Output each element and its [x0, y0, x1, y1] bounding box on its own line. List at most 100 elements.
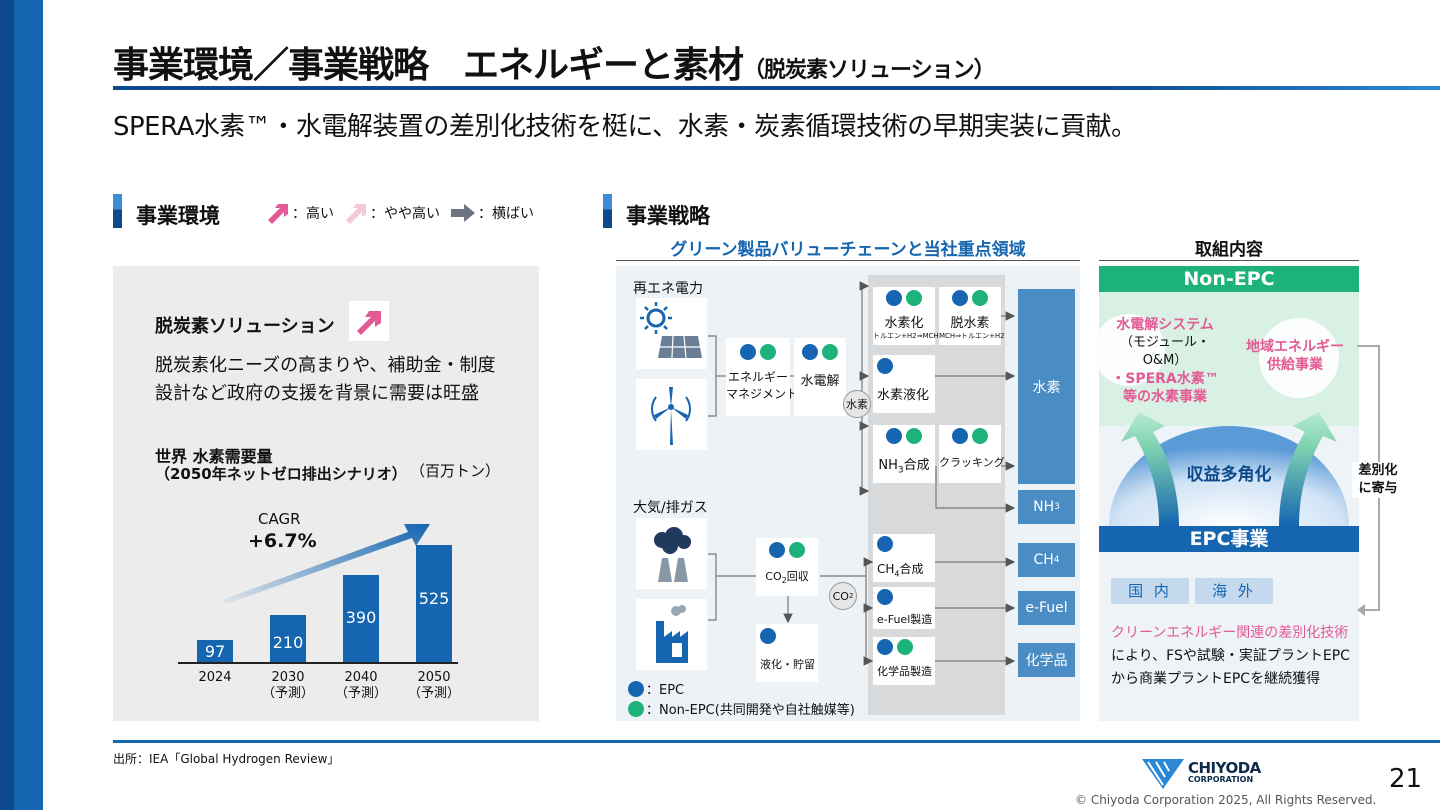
liquefy-store-box: 液化・貯留	[756, 624, 818, 682]
non-epc-item-electrolysis: 水電解システム （モジュール・O&M） ・SPERA水素™ 等の水素事業	[1111, 317, 1219, 405]
x-tick-label: 2050 （予測）	[407, 670, 460, 701]
non-epc-dot	[789, 542, 806, 558]
smokestack-icon	[654, 527, 691, 582]
non-epc-dot	[760, 344, 777, 360]
epc-dot	[951, 290, 968, 306]
env-heading: 事業環境	[136, 204, 220, 228]
non-epc-dot	[906, 428, 923, 444]
env-card	[113, 266, 539, 721]
factory-box	[636, 599, 707, 670]
x-tick-label: 2030 （予測）	[261, 670, 314, 701]
page-title: 事業環境／事業戦略 エネルギーと素材（脱炭素ソリューション）	[113, 36, 996, 88]
strategy-heading-bar	[603, 194, 612, 228]
h2-liquefaction-box: 水素液化	[873, 355, 935, 413]
chart-title: 世界 水素需要量	[155, 447, 273, 466]
bar-2024: 97	[197, 640, 233, 662]
non-epc-dot	[897, 639, 914, 655]
bar-2030: 210	[270, 615, 306, 662]
non-epc-item-regional-energy: 地域エネルギー 供給事業	[1246, 339, 1344, 373]
tag-domestic: 国 内	[1111, 578, 1189, 604]
energy-management-box: エネルギー マネジメント	[726, 338, 798, 416]
differentiation-contribution: 差別化 に寄与	[1352, 462, 1404, 498]
bar-2050: 525	[416, 545, 452, 662]
company-logo: CHIYODA CORPORATION	[1142, 759, 1261, 789]
env-heading-bar	[113, 194, 122, 228]
hydrogen-node: 水素	[843, 390, 871, 418]
legend-non-epc: ：Non-EPC(共同開発や自社触媒等)	[628, 699, 855, 718]
bar-value-label: 97	[204, 642, 226, 661]
tag-overseas: 海 外	[1195, 578, 1273, 604]
epc-dot	[877, 639, 893, 655]
bar-value-label: 210	[272, 633, 304, 652]
torikumi-rule	[1099, 260, 1359, 261]
ch4-synthesis-box: CH4合成	[873, 534, 935, 582]
arrow-mid-icon	[346, 204, 366, 224]
solar-panel-box	[636, 298, 707, 369]
product-chemicals: 化学品	[1018, 643, 1075, 677]
product-hydrogen: 水素	[1018, 289, 1075, 484]
epc-dot	[760, 628, 776, 644]
env-card-text-1: 脱炭素化ニーズの高まりや、補助金・制度	[155, 355, 496, 376]
source-air-label: 大気/排ガス	[633, 500, 708, 516]
non-epc-dot	[628, 700, 644, 717]
source-note: 出所：IEA「Global Hydrogen Review」	[113, 752, 340, 766]
epc-dot	[951, 428, 968, 444]
chart-subtitle: （2050年ネットゼロ排出シナリオ）	[155, 465, 407, 483]
page-number: 21	[1389, 764, 1423, 794]
value-chain-rule	[616, 260, 1080, 261]
env-card-title: 脱炭素ソリューション	[155, 316, 335, 337]
env-trend-box	[349, 301, 389, 341]
hydrogenation-box: 水素化 トルエン+H2⇒MCH	[873, 287, 939, 345]
arrow-high-icon	[268, 204, 288, 224]
env-card-text-2: 設計など政府の支援を背景に需要は旺盛	[155, 383, 479, 404]
trend-legend: ：高い ：やや高い ：横ばい	[266, 202, 534, 224]
chiyoda-logo-icon	[1142, 759, 1184, 789]
epc-dot	[768, 542, 785, 558]
cracking-box: クラッキング	[939, 425, 1005, 483]
copyright: © Chiyoda Corporation 2025, All Rights R…	[1075, 793, 1377, 807]
co2-capture-box: CO2回収	[756, 538, 818, 596]
chemicals-production-box: 化学品製造	[873, 637, 935, 685]
diversification-graphic	[1099, 314, 1349, 526]
epc-header: EPC事業	[1099, 526, 1359, 552]
arrow-high-icon	[357, 311, 381, 335]
page-title-main: 事業環境／事業戦略 エネルギーと素材	[113, 45, 744, 86]
dehydrogenation-box: 脱水素 MCH⇒トルエン+H2	[939, 287, 1005, 345]
electrolysis-box: 水電解	[794, 338, 846, 416]
value-chain-title: グリーン製品バリューチェーンと当社重点領域	[670, 240, 1026, 260]
legend-high: ：高い	[266, 202, 334, 224]
logo-name: CHIYODA	[1188, 759, 1261, 777]
bar-2040: 390	[343, 575, 379, 662]
epc-dot	[739, 344, 756, 360]
non-epc-dot	[972, 428, 989, 444]
logo-sub: CORPORATION	[1188, 775, 1254, 784]
epc-dot	[877, 589, 893, 605]
nh3-synthesis-box: NH3合成	[873, 425, 935, 483]
arrow-flat-icon	[451, 204, 475, 222]
page-title-sub: （脱炭素ソリューション）	[743, 58, 996, 83]
factory-icon	[656, 605, 688, 663]
chart-baseline	[178, 662, 458, 664]
product-ch4: CH 4	[1018, 543, 1075, 577]
epc-dot	[877, 536, 893, 552]
epc-dot	[628, 680, 644, 697]
bar-value-label: 390	[345, 608, 377, 627]
product-efuel: e-Fuel	[1018, 591, 1075, 625]
non-epc-dot	[906, 290, 923, 306]
epc-dot	[885, 428, 902, 444]
wind-turbine-icon	[651, 387, 691, 445]
footer-rule	[113, 740, 1440, 743]
cagr-label: CAGR	[258, 510, 301, 528]
emission-box	[636, 518, 707, 589]
epc-dot	[885, 290, 902, 306]
non-epc-dot	[822, 344, 839, 360]
revenue-diversification: 収益多角化	[1186, 465, 1272, 485]
co2-node: CO 2	[829, 582, 857, 610]
legend-epc: ：EPC	[628, 679, 684, 698]
legend-flat: ：横ばい	[450, 202, 534, 224]
strategy-heading: 事業戦略	[626, 204, 710, 228]
source-renewable-label: 再エネ電力	[633, 281, 703, 297]
non-epc-dot	[972, 290, 989, 306]
left-accent-bar-dark	[0, 0, 14, 810]
cagr-arrow	[222, 524, 430, 604]
